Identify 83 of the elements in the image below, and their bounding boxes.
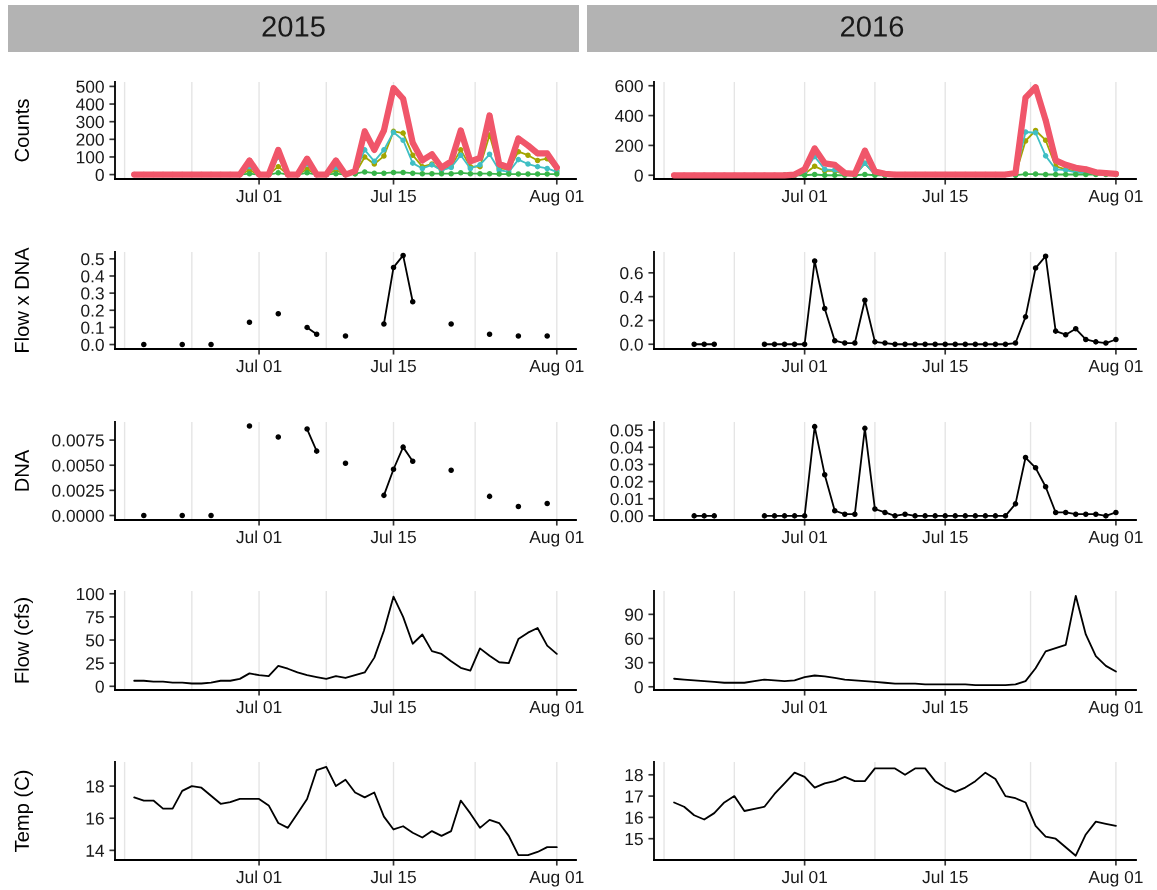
y-tick-label: 600	[615, 79, 643, 93]
y-tick-label: 500	[76, 80, 104, 93]
y-tick-label: 0	[95, 168, 104, 182]
y-tick-label: 18	[625, 768, 643, 782]
y-tick-label: 0.5	[81, 253, 104, 266]
y-tick-label: 0.0075	[52, 434, 104, 447]
y-tick-label: 60	[625, 632, 643, 645]
x-tick-label: Aug 01	[1088, 870, 1143, 887]
x-tick-label: Jul 01	[236, 189, 282, 203]
y-tick-label: 0.0000	[52, 509, 104, 522]
y-tick-label: 400	[615, 109, 643, 123]
x-tick-label: Jul 15	[922, 530, 968, 544]
y-tick-label: 200	[76, 133, 104, 146]
y-tick-label: 100	[76, 587, 104, 601]
x-tick-label: Aug 01	[529, 530, 584, 547]
x-tick-label: Jul 01	[781, 700, 827, 714]
x-tick-label: Jul 01	[236, 870, 282, 884]
y-tick-label: 200	[615, 139, 643, 152]
x-tick-label: Jul 15	[370, 359, 416, 373]
y-tick-label: 16	[625, 811, 643, 824]
y-tick-label: 0.0	[620, 338, 643, 351]
y-tick-label: 25	[86, 657, 104, 670]
x-tick-label: Aug 01	[1088, 189, 1143, 206]
x-tick-label: Jul 01	[236, 700, 282, 714]
x-tick-label: Jul 01	[781, 189, 827, 203]
chart-title: 2015	[262, 16, 325, 37]
x-tick-label: Jul 01	[781, 359, 827, 373]
y-tick-label: 400	[76, 98, 104, 111]
x-tick-label: Aug 01	[529, 870, 584, 887]
x-tick-label: Jul 01	[781, 870, 827, 884]
y-tick-label: 0.0	[81, 338, 104, 352]
y-tick-label: 17	[625, 790, 643, 803]
chart-title: 2016	[841, 16, 904, 37]
y-tick-label: 0.2	[81, 304, 104, 317]
x-tick-label: Jul 01	[236, 530, 282, 544]
y-tick-label: 0.6	[620, 267, 643, 280]
x-tick-label: Aug 01	[529, 700, 584, 717]
y-tick-label: 0.1	[81, 321, 104, 334]
y-tick-label: 16	[86, 812, 104, 825]
y-axis-title: Counts	[14, 99, 30, 162]
y-tick-label: 0.2	[620, 314, 643, 327]
x-tick-label: Aug 01	[1088, 530, 1143, 547]
x-tick-label: Jul 15	[370, 870, 416, 884]
y-tick-label: 0.4	[620, 290, 644, 304]
x-tick-label: Jul 15	[370, 189, 416, 203]
y-tick-label: 0.01	[610, 492, 643, 506]
y-tick-label: 30	[624, 656, 643, 670]
x-tick-label: Jul 15	[922, 700, 968, 714]
y-tick-label: 0.3	[81, 287, 104, 300]
x-tick-label: Jul 15	[922, 870, 968, 884]
y-tick-label: 0.03	[610, 458, 643, 471]
x-tick-label: Aug 01	[1088, 700, 1143, 717]
x-tick-label: Aug 01	[529, 359, 584, 376]
y-tick-label: 75	[86, 611, 104, 624]
x-tick-label: Jul 15	[370, 530, 416, 544]
y-axis-title: Flow (cfs)	[14, 598, 33, 683]
y-tick-label: 0	[634, 169, 643, 182]
y-tick-label: 0.00	[610, 510, 643, 523]
y-tick-label: 14	[86, 844, 105, 857]
y-axis-title: Temp (C)	[14, 770, 33, 852]
y-tick-label: 0.05	[610, 424, 643, 437]
x-tick-label: Aug 01	[529, 189, 584, 206]
x-tick-label: Aug 01	[1088, 359, 1143, 376]
y-tick-label: 0	[95, 680, 104, 693]
y-tick-label: 15	[625, 833, 643, 846]
x-tick-label: Jul 01	[236, 359, 282, 373]
y-tick-label: 50	[85, 634, 104, 647]
x-tick-label: Jul 15	[922, 359, 968, 373]
y-tick-label: 0	[634, 680, 643, 694]
x-tick-label: Jul 15	[370, 700, 416, 714]
y-tick-label: 0.02	[610, 475, 643, 489]
y-tick-label: 0.0050	[52, 459, 104, 472]
y-tick-label: 18	[86, 780, 104, 793]
y-axis-title: DNA	[14, 449, 29, 491]
y-tick-label: 0.4	[81, 270, 105, 283]
y-axis-title: Flow x DNA	[14, 247, 30, 352]
x-tick-label: Jul 01	[781, 530, 827, 544]
y-tick-label: 0.0025	[52, 484, 104, 497]
x-tick-label: Jul 15	[922, 189, 968, 203]
y-tick-label: 0.04	[610, 441, 644, 454]
y-tick-label: 100	[76, 151, 104, 164]
y-tick-label: 300	[76, 115, 104, 129]
y-tick-label: 90	[625, 608, 643, 621]
